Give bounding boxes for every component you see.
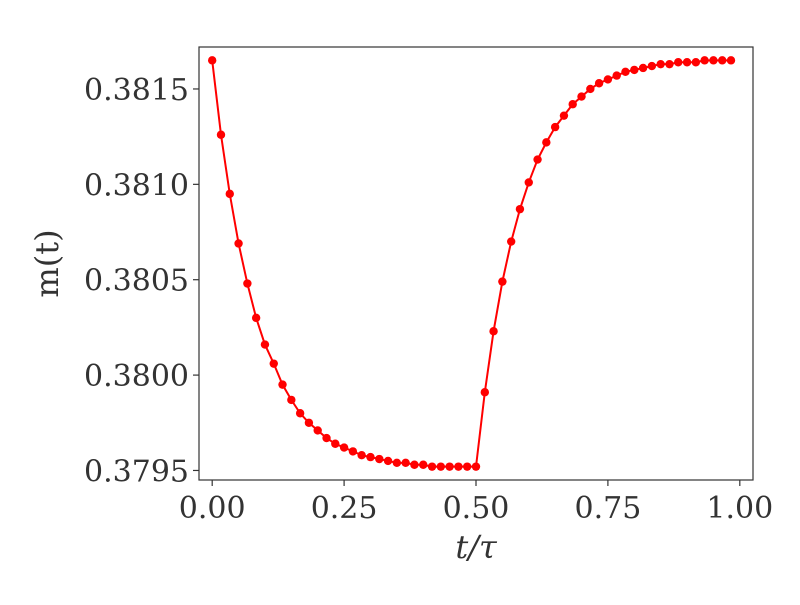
data-point — [726, 56, 736, 65]
data-point — [243, 279, 252, 288]
y-tick-label: 0.3800 — [84, 359, 189, 394]
data-point — [375, 454, 384, 464]
data-point — [207, 56, 217, 65]
data-point — [524, 178, 533, 187]
data-point — [656, 59, 665, 69]
data-point — [515, 204, 525, 214]
data-point — [471, 462, 481, 471]
plot-frame — [198, 46, 754, 481]
y-axis-label: m(t) — [28, 229, 66, 297]
data-point — [674, 58, 683, 67]
data-point — [225, 189, 234, 199]
data-point — [621, 67, 630, 77]
data-point — [568, 100, 577, 109]
data-point — [260, 340, 270, 349]
data-point — [498, 277, 507, 286]
y-tick-label: 0.3805 — [84, 264, 189, 299]
data-point — [313, 426, 322, 435]
y-tick-label: 0.3795 — [84, 454, 189, 489]
data-point — [427, 462, 437, 471]
data-point — [383, 456, 393, 466]
x-tick-label: 0.25 — [311, 491, 378, 526]
data-point — [480, 388, 490, 397]
y-tick-label: 0.3815 — [84, 73, 189, 108]
data-point — [718, 56, 727, 65]
x-tick-label: 0.50 — [443, 491, 510, 526]
data-point — [603, 75, 613, 84]
data-point — [234, 239, 243, 248]
data-point — [357, 451, 366, 460]
x-axis-label: t/τ — [455, 528, 498, 566]
data-point — [647, 61, 657, 71]
y-tick-label: 0.3810 — [84, 168, 189, 203]
data-point — [419, 460, 428, 469]
data-point — [630, 65, 639, 75]
data-point — [392, 458, 402, 468]
data-point — [304, 418, 314, 427]
data-point — [489, 327, 498, 336]
data-point — [366, 452, 375, 462]
data-point — [410, 460, 419, 469]
data-point — [577, 92, 586, 101]
data-point — [278, 380, 287, 389]
data-point — [287, 395, 296, 405]
data-point — [436, 462, 446, 471]
data-point — [348, 447, 358, 456]
data-point — [665, 59, 674, 69]
data-point — [559, 111, 569, 120]
data-point — [586, 84, 595, 94]
data-point — [638, 63, 648, 73]
data-point — [462, 462, 472, 471]
data-point — [709, 56, 718, 65]
data-point — [445, 462, 454, 471]
data-point — [691, 58, 701, 67]
data-point — [594, 79, 604, 88]
data-point — [612, 71, 621, 80]
data-point — [216, 130, 226, 139]
data-point — [339, 443, 349, 452]
data-point — [251, 313, 261, 323]
x-tick-label: 0.75 — [575, 491, 642, 526]
data-point — [295, 409, 305, 418]
x-tick-label: 0.00 — [179, 491, 246, 526]
data-point — [454, 462, 463, 471]
data-point — [322, 433, 331, 443]
data-point — [331, 439, 340, 448]
x-tick-label: 1.00 — [706, 491, 773, 526]
data-point — [542, 138, 551, 147]
data-point — [550, 122, 560, 132]
data-point — [506, 237, 516, 246]
data-point — [533, 155, 542, 164]
data-point — [401, 458, 410, 468]
data-point — [682, 58, 692, 67]
data-point — [269, 359, 278, 368]
data-point — [700, 56, 709, 65]
